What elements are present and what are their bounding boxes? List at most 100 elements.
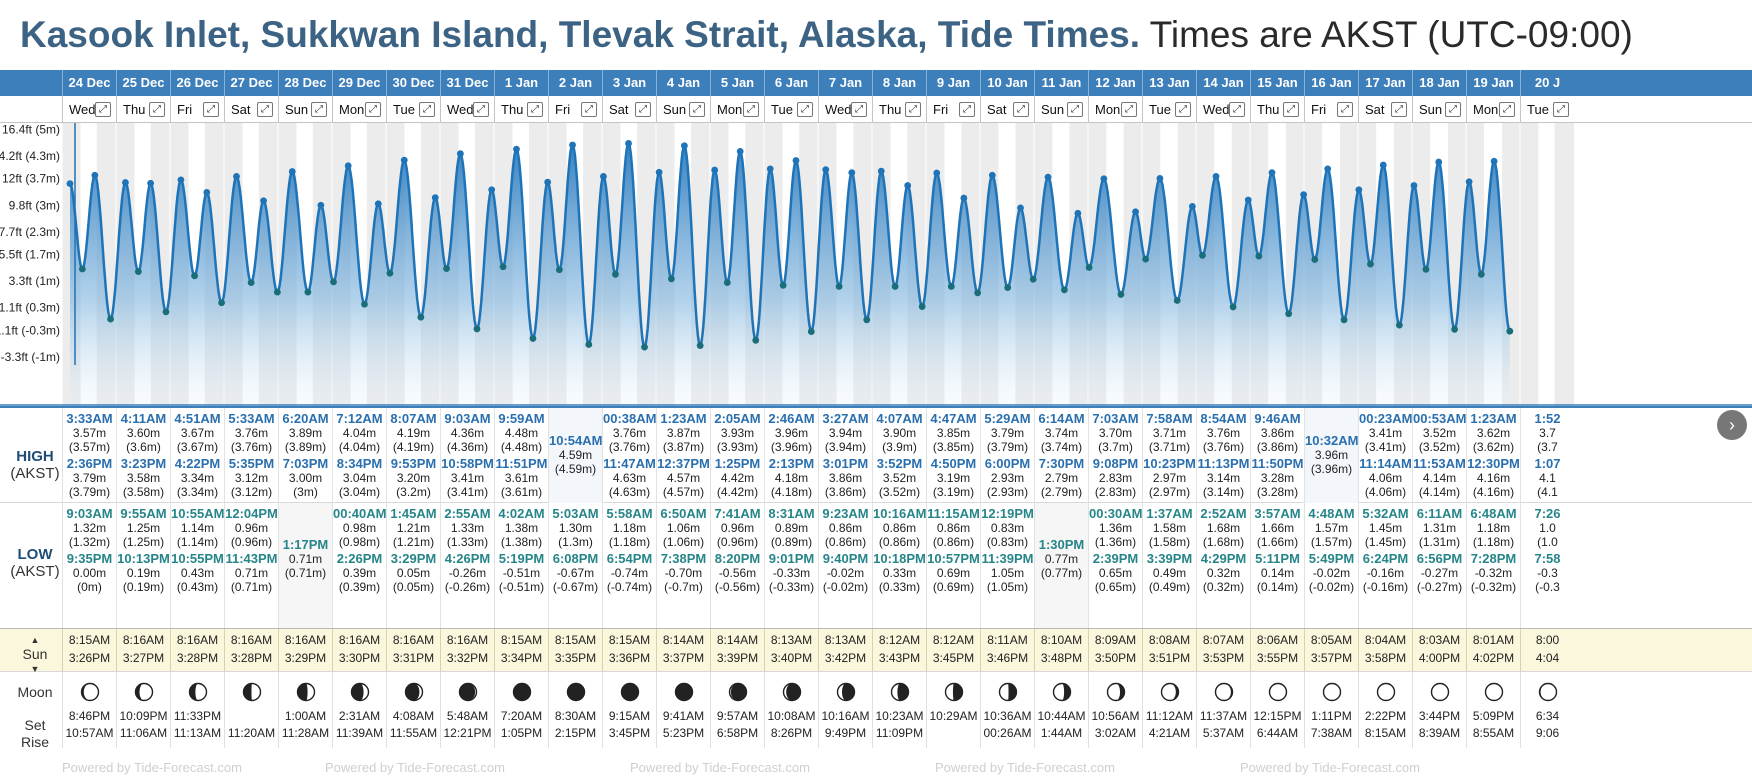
event-height-alt: (-0.51m) [498,580,545,594]
tide-point [1324,165,1332,173]
moon-phase-icon [350,682,369,702]
expand-icon[interactable]: ⤢ [95,102,111,117]
expand-icon[interactable]: ⤢ [581,102,597,117]
high-tide: 9:53PM 3.20m (3.2m) [387,457,440,500]
date-cell: 17 Jan [1358,70,1412,96]
event-height: 0.39m [342,566,377,580]
event-height: 1.38m [504,521,539,535]
moon-phase-icon [404,682,423,702]
weekday-cell: Sat ⤢ [1358,96,1412,123]
weekday-cell: Sun ⤢ [1034,96,1088,123]
event-time: 5:32AM [1362,506,1409,521]
tide-point [1017,204,1024,212]
event-height-alt: (3.76m) [1202,440,1245,454]
tide-point [1004,284,1012,291]
expand-icon[interactable]: ⤢ [149,102,165,117]
date-cell: 7 Jan [818,70,872,96]
tide-point [736,148,744,155]
scroll-right-button[interactable]: › [1717,410,1747,440]
tide-point [443,265,450,273]
expand-icon[interactable]: ⤢ [1067,102,1083,117]
event-time: 11:39PM [981,551,1034,566]
expand-icon[interactable]: ⤢ [635,102,651,117]
moon-cell: 1:00AM 11:28AM [278,672,332,748]
high-tide: 7:12AM 4.04m (4.04m) [333,412,386,455]
expand-icon[interactable]: ⤢ [1499,102,1515,117]
low-tide: 7:38PM -0.70m (-0.7m) [657,552,710,595]
event-height-alt: (0.43m) [176,580,219,594]
expand-icon[interactable]: ⤢ [365,102,381,117]
sunset-time: 4:04 [1535,651,1560,665]
low-tide: 3:39PM 0.49m (0.49m) [1143,552,1196,595]
tide-point [288,168,296,175]
low-tide: 2:52AM 1.68m (1.68m) [1197,507,1250,550]
high-tide: 00:38AM 3.76m (3.76m) [603,412,656,455]
weekday-label: Tue [1149,102,1171,117]
moon-phase-icon [944,682,963,702]
expand-icon[interactable]: ⤢ [743,102,759,117]
event-height-alt: (-0.56m) [714,580,761,594]
day-column: 3:33AM 3.57m (3.57m) 2:36PM 3.79m (3.79m) 9:03… [62,408,116,628]
expand-icon[interactable]: ⤢ [1553,102,1569,117]
expand-icon[interactable]: ⤢ [311,102,327,117]
tide-point [386,269,394,277]
event-height-alt: (0m) [77,580,102,594]
expand-icon[interactable]: ⤢ [1229,102,1245,117]
event-time: 6:54PM [606,551,653,566]
event-height: 3.52m [882,471,917,485]
event-height-alt: (3.93m) [716,440,759,454]
moon-phase-icon [512,682,531,702]
weekday-cell: Thu ⤢ [494,96,548,123]
event-height-alt: (3.76m) [230,440,273,454]
expand-icon[interactable]: ⤢ [419,102,435,117]
date-cell: 27 Dec [224,70,278,96]
low-tide: 7:41AM 0.96m (0.96m) [711,507,764,550]
expand-icon[interactable]: ⤢ [203,102,219,117]
expand-icon[interactable]: ⤢ [257,102,273,117]
expand-icon[interactable]: ⤢ [527,102,543,117]
tide-point [752,336,760,344]
sun-cell: 8:09AM 3:50PM [1088,629,1142,671]
tide-point [1268,169,1276,177]
expand-icon[interactable]: ⤢ [851,102,867,117]
event-height-alt: (0.39m) [338,580,381,594]
expand-icon[interactable]: ⤢ [1283,102,1299,117]
expand-icon[interactable]: ⤢ [473,102,489,117]
event-height-alt: (4.48m) [500,440,543,454]
low-tide: 10:18PM 0.33m (0.33m) [873,552,926,595]
event-height: 4.16m [1476,471,1511,485]
weekday-cell: Mon ⤢ [1466,96,1520,123]
day-column: 3:27AM 3.94m (3.94m) 3:01PM 3.86m (3.86m) 9:23… [818,408,872,628]
event-time: 2:05AM [714,411,761,426]
event-time: 9:03AM [66,506,113,521]
event-height: 3.67m [180,426,215,440]
expand-icon[interactable]: ⤢ [1175,102,1191,117]
expand-icon[interactable]: ⤢ [959,102,975,117]
expand-icon[interactable]: ⤢ [905,102,921,117]
expand-icon[interactable]: ⤢ [797,102,813,117]
expand-icon[interactable]: ⤢ [1445,102,1461,117]
expand-icon[interactable]: ⤢ [1391,102,1407,117]
high-tide: 8:34PM 3.04m (3.04m) [333,457,386,500]
tide-point [91,171,99,179]
sun-cell: 8:16AM 3:27PM [116,629,170,671]
low-tide: 10:55AM 1.14m (1.14m) [171,507,224,550]
event-height: 0.89m [774,521,809,535]
event-height-alt: (3.57m) [68,440,111,454]
expand-icon[interactable]: ⤢ [1013,102,1029,117]
page-title: Kasook Inlet, Sukkwan Island, Tlevak Str… [20,10,1720,60]
expand-icon[interactable]: ⤢ [689,102,705,117]
moonset-time: 9:41AM [662,709,705,723]
event-height: 3.70m [1098,426,1133,440]
event-time: 6:14AM [1038,411,1085,426]
moonset-time: 10:29AM [929,709,978,723]
date-cell: 13 Jan [1142,70,1196,96]
y-tick-label: -3.3ft (-1m) [1,350,60,364]
event-height-alt: (-0.26m) [444,580,491,594]
expand-icon[interactable]: ⤢ [1121,102,1137,117]
moon-phase-icon [674,682,693,702]
event-height: 0.71m [234,566,269,580]
expand-icon[interactable]: ⤢ [1337,102,1353,117]
high-tide: 7:03PM 3.00m (3m) [279,457,332,500]
event-height: 3.19m [936,471,971,485]
